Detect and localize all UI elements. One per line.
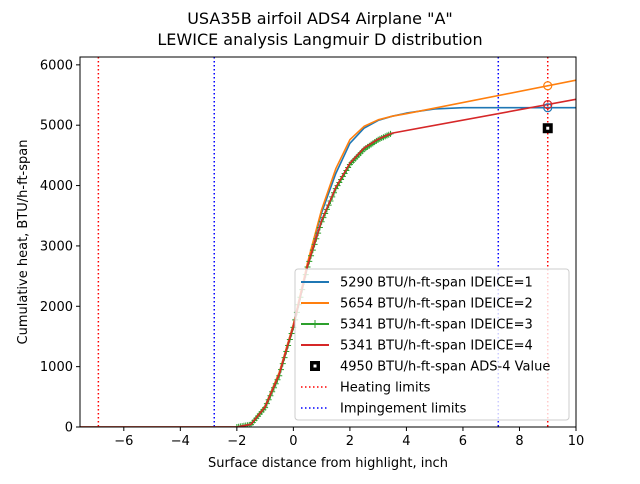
axes: −6 −4 −2 0 2 4 6 8 10 0 1000 2000 3000 4000 5000 6000 bbox=[40, 56, 585, 449]
legend-square-icon-center bbox=[313, 364, 317, 368]
x-tick-label: 8 bbox=[515, 434, 523, 449]
x-tick-label: 10 bbox=[568, 434, 585, 449]
x-axis-label: Surface distance from highlight, inch bbox=[208, 456, 448, 471]
series-marker-ideice-3 bbox=[233, 424, 240, 427]
chart-subtitle: LEWICE analysis Langmuir D distribution bbox=[157, 30, 482, 49]
x-tick-label: −6 bbox=[114, 434, 133, 449]
chart-title: USA35B airfoil ADS4 Airplane "A" bbox=[187, 9, 453, 28]
x-tick-label: 6 bbox=[459, 434, 467, 449]
y-tick-label: 2000 bbox=[40, 300, 73, 315]
legend: 5290 BTU/h-ft-span IDEICE=1 5654 BTU/h-ft… bbox=[294, 268, 570, 421]
legend-label: Impingement limits bbox=[340, 402, 467, 417]
endpoint-marker bbox=[543, 81, 553, 91]
x-tick-label: −4 bbox=[171, 434, 190, 449]
x-tick-label: 4 bbox=[402, 434, 410, 449]
series-group bbox=[80, 57, 576, 427]
legend-box bbox=[294, 268, 570, 421]
legend-label: 5341 BTU/h-ft-span IDEICE=4 bbox=[340, 339, 533, 354]
x-tick-label: 2 bbox=[346, 434, 354, 449]
endpoint-marker bbox=[543, 103, 553, 113]
y-tick-label: 0 bbox=[65, 421, 73, 436]
legend-label: 5654 BTU/h-ft-span IDEICE=2 bbox=[340, 297, 533, 312]
y-tick-label: 5000 bbox=[40, 119, 73, 134]
endpoint-marker bbox=[543, 100, 553, 110]
y-tick-label: 6000 bbox=[40, 58, 73, 73]
x-tick-label: −2 bbox=[227, 434, 246, 449]
y-axis-label: Cumulative heat, BTU/h-ft-span bbox=[16, 140, 31, 345]
plot-area bbox=[80, 57, 576, 427]
series-line-ideice-4 bbox=[80, 98, 576, 427]
axes-frame bbox=[79, 56, 577, 428]
legend-label: 4950 BTU/h-ft-span ADS-4 Value bbox=[340, 360, 550, 375]
legend-label: Heating limits bbox=[340, 381, 431, 396]
ads4-value-marker-center bbox=[546, 126, 550, 130]
y-tick-label: 3000 bbox=[40, 239, 73, 254]
legend-label: 5290 BTU/h-ft-span IDEICE=1 bbox=[340, 276, 533, 291]
legend-label: 5341 BTU/h-ft-span IDEICE=3 bbox=[340, 318, 533, 333]
y-tick-label: 4000 bbox=[40, 179, 73, 194]
y-tick-label: 1000 bbox=[40, 360, 73, 375]
x-tick-label: 0 bbox=[289, 434, 297, 449]
